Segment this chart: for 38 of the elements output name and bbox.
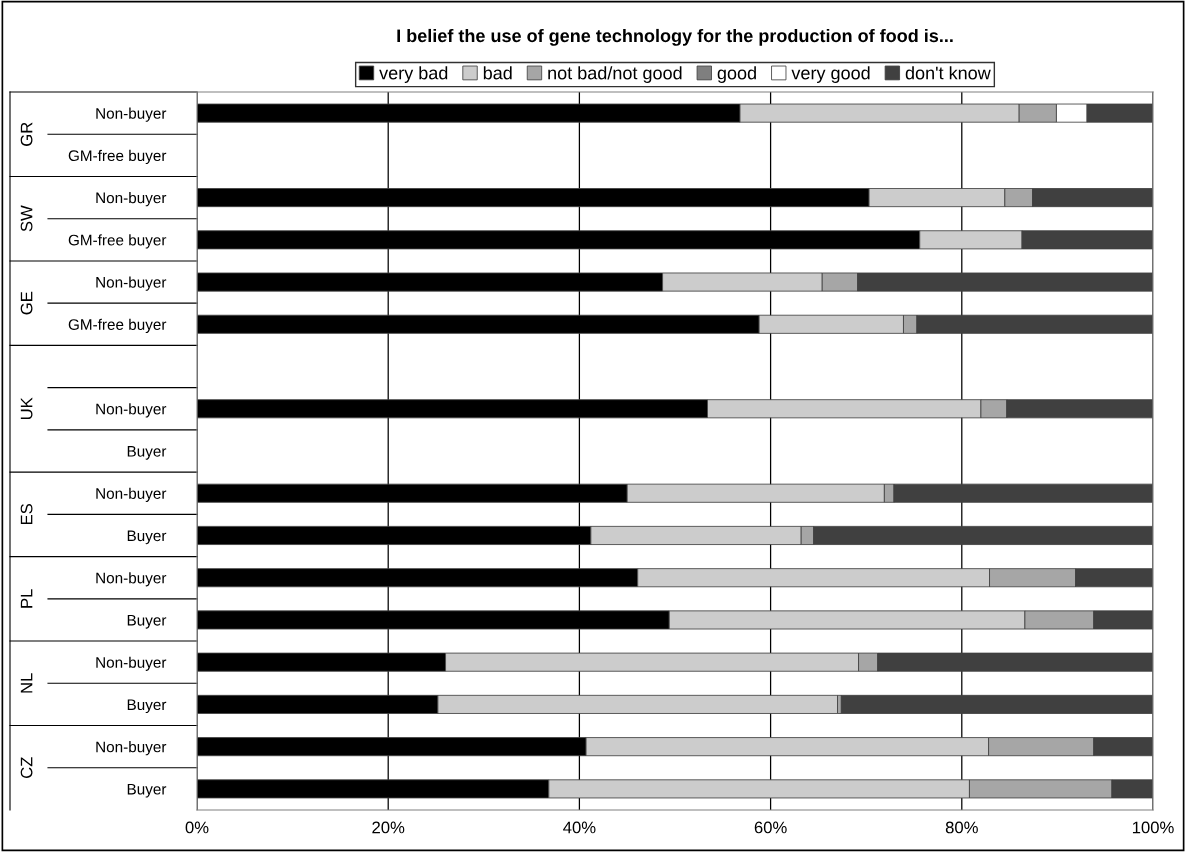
x-tick-label: 80% (945, 821, 978, 834)
y-tick-label: GM-free buyer (68, 149, 167, 165)
bar (840, 694, 1153, 714)
y-tick-label: GM-free buyer (68, 318, 167, 333)
legend-label: good (717, 66, 756, 83)
text: GE (20, 291, 33, 315)
legend-label: don't know (905, 66, 991, 80)
y-tick-label: Non-buyer (96, 487, 167, 502)
text: UK (20, 397, 33, 420)
y-tick-label: Non-buyer (96, 403, 167, 418)
y-tick-label: Non-buyer (96, 741, 167, 756)
x-tick-label: 100% (1132, 821, 1174, 834)
legend-label: bad (483, 66, 512, 80)
y-tick-label: Buyer (127, 614, 167, 629)
x-tick-label: 40% (563, 821, 596, 834)
legend-label: very good (791, 66, 870, 83)
y-tick-label: Buyer (127, 699, 167, 714)
chart-title: I belief the use of gene technology for the production of food is... (397, 28, 953, 46)
y-tick-label: Buyer (127, 530, 167, 545)
y-tick-label: GM-free buyer (68, 234, 167, 249)
text: ES (20, 504, 33, 525)
y-tick-label: Non-buyer (96, 656, 167, 671)
text: SW (20, 205, 33, 232)
y-tick-label: Non-buyer (96, 572, 167, 587)
legend-label: not bad/not good (548, 66, 682, 83)
y-tick-label: Buyer (127, 783, 167, 798)
text: PL (20, 589, 33, 608)
x-tick-label: 0% (185, 821, 209, 834)
legend-label: very bad (379, 66, 448, 83)
y-tick-label: Non-buyer (96, 276, 167, 291)
x-tick-label: 60% (754, 821, 787, 834)
y-tick-label: Non-buyer (96, 107, 167, 122)
text: NL (20, 673, 33, 693)
x-tick-label: 20% (372, 821, 405, 834)
y-tick-label: Non-buyer (96, 192, 167, 207)
text: GR (20, 122, 33, 146)
text: CZ (20, 757, 33, 779)
y-tick-label: Buyer (127, 446, 167, 460)
